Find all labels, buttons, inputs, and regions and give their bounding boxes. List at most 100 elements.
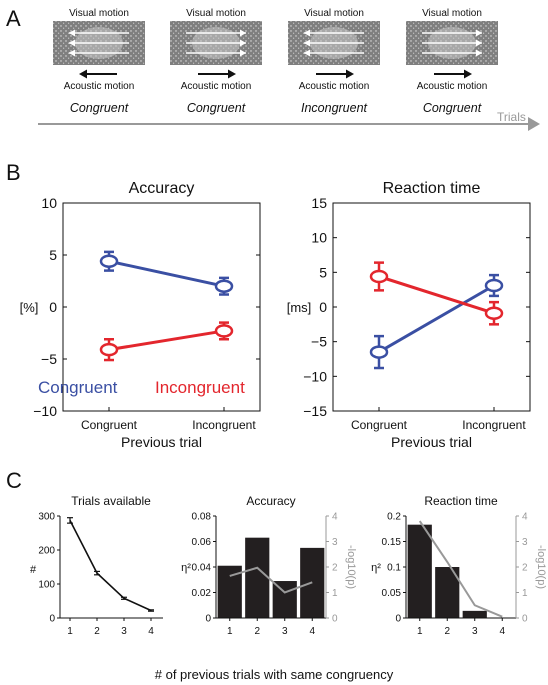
legend: Congruent Incongruent	[38, 378, 245, 397]
y-tick-label: 300	[38, 512, 55, 523]
y-tick-label: 100	[38, 580, 55, 591]
trials-axis-label: Trials	[497, 110, 526, 124]
visual-motion-arrow-head	[476, 39, 482, 47]
y-axis-label: η²	[181, 562, 191, 574]
x-tick-label: 2	[254, 626, 260, 637]
y-tick-label: −10	[33, 403, 57, 419]
data-point	[369, 345, 389, 359]
x-tick-label: 4	[148, 626, 154, 637]
y-tick-label: 0.2	[387, 512, 401, 523]
y2-axis-label: -log10(p)	[345, 545, 357, 589]
visual-motion-arrow-head	[240, 49, 246, 57]
x-tick-label: 2	[444, 626, 450, 637]
trials-available-chart: 0 100 200 300 1 2 3 4 Trials available #	[30, 494, 163, 637]
y-tick-label: −15	[303, 403, 327, 419]
y-tick-label: 5	[49, 247, 57, 263]
y-axis-label: #	[30, 564, 37, 576]
panel-label-c: C	[6, 468, 22, 493]
acoustic-motion-arrow-head	[79, 69, 87, 79]
trial-condition-label: Congruent	[423, 101, 482, 115]
y2-tick-label: 2	[332, 563, 338, 574]
y-tick-label: 0	[49, 614, 55, 625]
acoustic-motion-label: Acoustic motion	[417, 81, 488, 92]
acoustic-motion-label: Acoustic motion	[299, 81, 370, 92]
y2-tick-label: 4	[332, 512, 338, 523]
chart-title: Reaction time	[383, 180, 481, 197]
x-tick-label: 3	[282, 626, 288, 637]
chart-title: Accuracy	[129, 180, 195, 197]
series-line	[378, 284, 495, 354]
x-tick-label: 3	[121, 626, 127, 637]
y-tick-label: 10	[41, 195, 57, 211]
y-tick-label: 5	[319, 264, 327, 280]
bar	[462, 610, 487, 618]
y2-tick-label: 1	[332, 588, 338, 599]
y-tick-label: 0.08	[192, 512, 212, 523]
acoustic-motion-arrow-head	[464, 69, 472, 79]
bar	[407, 524, 432, 618]
visual-motion-label: Visual motion	[186, 8, 246, 19]
visual-motion-arrow-head	[69, 29, 75, 37]
series-line	[378, 275, 495, 315]
y-axis-label: [ms]	[287, 300, 312, 315]
y-tick-label: 0	[205, 614, 211, 625]
visual-motion-arrow-head	[69, 49, 75, 57]
plot-frame	[332, 202, 531, 412]
y2-tick-label: 3	[522, 537, 528, 548]
x-tick-label: 4	[499, 626, 505, 637]
accuracy-effect-chart: 0 0.02 0.04 0.06 0.08 0 1 2 3 4 1 2 3 4 Accuracy η² -log…	[181, 494, 357, 637]
y-tick-label: −10	[303, 368, 327, 384]
series-line	[69, 520, 152, 612]
x-tick-label: 2	[94, 626, 100, 637]
y-axis-label: [%]	[20, 300, 39, 315]
pvalue-line	[418, 520, 503, 618]
visual-motion-arrow-head	[304, 49, 310, 57]
accuracy-chart-b: −10 −5 0 5 10 Congruent Incongruent Accuracy Pre…	[20, 180, 261, 450]
data-point	[214, 324, 234, 338]
panel-label-a: A	[6, 6, 21, 31]
visual-motion-label: Visual motion	[304, 8, 364, 19]
trials-arrow-head	[528, 117, 540, 131]
y2-tick-label: 0	[332, 614, 338, 625]
x-tick-label: Incongruent	[192, 418, 256, 432]
trial-condition-label: Congruent	[70, 101, 129, 115]
y-tick-label: 10	[311, 230, 327, 246]
legend-incongruent: Incongruent	[155, 378, 245, 397]
visual-motion-arrow-head	[304, 29, 310, 37]
y-tick-label: 0.04	[192, 563, 212, 574]
data-point	[214, 279, 234, 293]
visual-motion-arrow-head	[476, 29, 482, 37]
visual-motion-arrow-head	[69, 39, 75, 47]
chart-title: Trials available	[71, 494, 151, 508]
y2-tick-label: 1	[522, 588, 528, 599]
data-point	[484, 278, 504, 293]
y-tick-label: 0.1	[387, 563, 401, 574]
data-point	[484, 306, 504, 320]
panel-label-b: B	[6, 160, 21, 185]
data-point	[99, 254, 119, 268]
y-tick-label: −5	[41, 351, 57, 367]
series-line	[108, 259, 225, 288]
y-tick-label: 0.06	[192, 537, 212, 548]
visual-motion-label: Visual motion	[69, 8, 129, 19]
y-tick-label: 200	[38, 546, 55, 557]
x-tick-label: Congruent	[81, 418, 138, 432]
x-tick-label: 1	[67, 626, 73, 637]
trial-condition-label: Congruent	[187, 101, 246, 115]
x-tick-label: Congruent	[351, 418, 408, 432]
x-tick-label: 3	[472, 626, 478, 637]
y-tick-label: 0	[395, 614, 401, 625]
bar	[272, 581, 297, 618]
pvalue-line	[229, 566, 313, 594]
y-tick-label: 0.02	[192, 588, 212, 599]
x-axis-label: Previous trial	[121, 434, 202, 450]
x-tick-label: 4	[309, 626, 315, 637]
x-tick-label: 1	[227, 626, 233, 637]
trials-axis: Trials	[38, 110, 540, 131]
y-tick-label: −5	[311, 334, 327, 350]
acoustic-motion-label: Acoustic motion	[64, 81, 135, 92]
data-point	[99, 342, 119, 357]
visual-motion-arrow-head	[240, 39, 246, 47]
y-tick-label: 0.05	[382, 588, 402, 599]
